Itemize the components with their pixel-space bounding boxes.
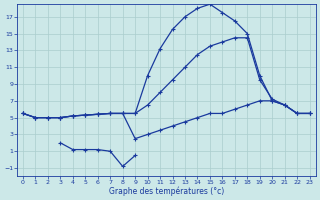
X-axis label: Graphe des températures (°c): Graphe des températures (°c): [109, 186, 224, 196]
